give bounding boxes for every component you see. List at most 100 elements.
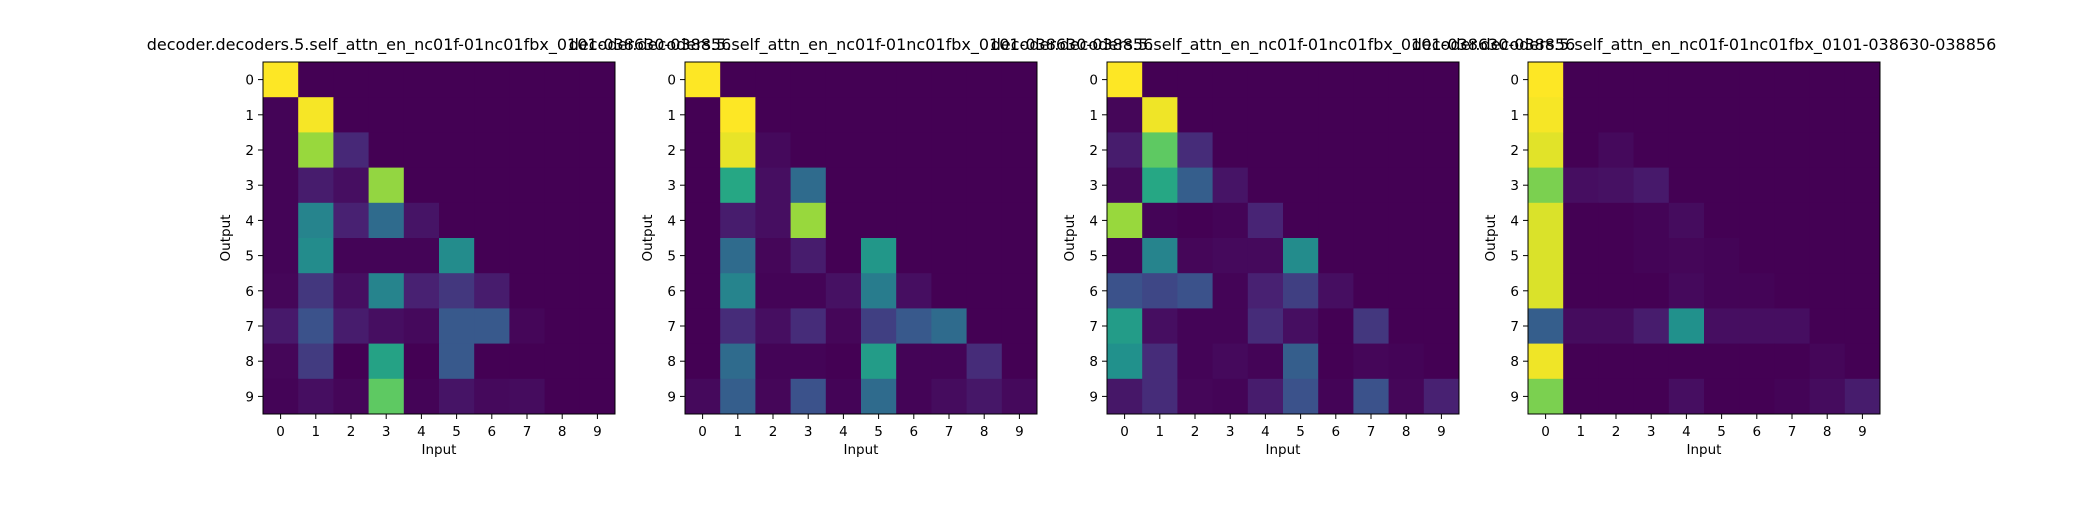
heatmap-cell bbox=[263, 378, 299, 415]
heatmap-cell bbox=[1283, 132, 1319, 168]
heatmap-cell bbox=[1107, 308, 1143, 344]
x-tick-label: 1 bbox=[312, 424, 321, 440]
heatmap-cell bbox=[966, 132, 1003, 168]
heatmap-cell bbox=[966, 97, 1003, 133]
heatmap-cell bbox=[1844, 132, 1881, 168]
heatmap-cell bbox=[861, 378, 897, 415]
heatmap-cell bbox=[544, 167, 581, 204]
heatmap-cell bbox=[1388, 378, 1425, 415]
heatmap-cell bbox=[1142, 97, 1178, 133]
x-axis-label: Input bbox=[1687, 442, 1722, 458]
heatmap-cell bbox=[1668, 238, 1705, 274]
heatmap-cell bbox=[368, 238, 405, 274]
heatmap-cells bbox=[1528, 62, 1881, 415]
heatmap-cell bbox=[1809, 167, 1846, 204]
heatmap-cell bbox=[298, 238, 334, 274]
x-tick-label: 8 bbox=[558, 424, 567, 440]
heatmap-cell bbox=[439, 343, 475, 380]
chart-title: decoder.decoders.5.self_attn_en_nc01f-01… bbox=[569, 35, 1154, 55]
heatmap-cell bbox=[1353, 62, 1389, 98]
heatmap-cell bbox=[1704, 62, 1740, 98]
heatmap-panel-3: 0 1 2 3 4 5 6 7 8 9 0 1 2 3 4 5 6 7 8 9 Input Output decoder.d… bbox=[991, 35, 1576, 458]
heatmap-cell bbox=[1142, 202, 1178, 239]
heatmap-cell bbox=[1668, 308, 1705, 344]
heatmap-cell bbox=[1668, 378, 1705, 415]
heatmap-cell bbox=[474, 167, 510, 204]
y-tick-label: 4 bbox=[245, 213, 254, 229]
heatmap-cell bbox=[1388, 308, 1425, 344]
heatmap-cell bbox=[1212, 202, 1249, 239]
heatmap-cell bbox=[1809, 273, 1846, 309]
heatmap-cell bbox=[1739, 202, 1775, 239]
heatmap-cell bbox=[720, 167, 756, 204]
heatmap-cell bbox=[1774, 238, 1810, 274]
heatmap-cell bbox=[825, 97, 862, 133]
heatmap-cell bbox=[755, 273, 791, 309]
y-tick-label: 7 bbox=[1089, 319, 1098, 335]
y-tick-label: 5 bbox=[1510, 249, 1519, 265]
x-tick-label: 1 bbox=[1577, 424, 1586, 440]
heatmap-cell bbox=[403, 97, 440, 133]
heatmap-cell bbox=[1318, 273, 1354, 309]
heatmap-cell bbox=[1809, 308, 1846, 344]
heatmap-cell bbox=[931, 132, 967, 168]
heatmap-cell bbox=[1353, 97, 1389, 133]
heatmap-cell bbox=[896, 202, 932, 239]
x-tick-label: 1 bbox=[734, 424, 743, 440]
y-tick-label: 2 bbox=[1510, 143, 1519, 159]
heatmap-cell bbox=[1668, 97, 1705, 133]
heatmap-cell bbox=[966, 167, 1003, 204]
heatmap-cell bbox=[685, 202, 721, 239]
heatmap-cell bbox=[1844, 343, 1881, 380]
heatmap-cell bbox=[1247, 343, 1284, 380]
heatmap-cell bbox=[439, 167, 475, 204]
heatmap-cell bbox=[579, 308, 616, 344]
heatmap-cell bbox=[1528, 97, 1564, 133]
x-tick-label: 4 bbox=[1261, 424, 1270, 440]
y-tick-label: 5 bbox=[1089, 249, 1098, 265]
heatmap-cell bbox=[403, 202, 440, 239]
heatmap-cell bbox=[720, 308, 756, 344]
heatmap-cell bbox=[1318, 343, 1354, 380]
heatmap-cell bbox=[368, 132, 405, 168]
heatmap-cell bbox=[333, 132, 369, 168]
heatmap-cell bbox=[1809, 132, 1846, 168]
heatmap-cell bbox=[509, 273, 545, 309]
heatmap-cell bbox=[1353, 378, 1389, 415]
heatmap-cell bbox=[825, 62, 862, 98]
heatmap-cell bbox=[1739, 343, 1775, 380]
heatmap-cell bbox=[544, 273, 581, 309]
heatmap-cell bbox=[685, 378, 721, 415]
heatmap-cell bbox=[1668, 343, 1705, 380]
heatmap-cell bbox=[509, 167, 545, 204]
heatmap-cell bbox=[685, 273, 721, 309]
heatmap-cell bbox=[1704, 97, 1740, 133]
heatmap-cell bbox=[1142, 343, 1178, 380]
heatmap-cell bbox=[685, 238, 721, 274]
heatmap-cell bbox=[368, 273, 405, 309]
heatmap-cell bbox=[1668, 62, 1705, 98]
heatmap-cell bbox=[931, 343, 967, 380]
heatmap-cell bbox=[966, 378, 1003, 415]
x-axis-label: Input bbox=[422, 442, 457, 458]
heatmap-cell bbox=[1809, 378, 1846, 415]
heatmap-cell bbox=[896, 238, 932, 274]
heatmap-cell bbox=[1809, 343, 1846, 380]
heatmap-cell bbox=[1107, 167, 1143, 204]
heatmap-cell bbox=[720, 238, 756, 274]
heatmap-cell bbox=[1704, 273, 1740, 309]
y-tick-label: 4 bbox=[1089, 213, 1098, 229]
y-axis-label: Output bbox=[640, 215, 656, 262]
heatmap-panel-4: 0 1 2 3 4 5 6 7 8 9 0 1 2 3 4 5 6 7 8 9 Input Output decoder.d… bbox=[1412, 35, 1997, 458]
heatmap-cell bbox=[1107, 62, 1143, 98]
y-tick-label: 2 bbox=[245, 143, 254, 159]
heatmap-cell bbox=[1107, 343, 1143, 380]
heatmap-cell bbox=[931, 308, 967, 344]
heatmap-cell bbox=[579, 132, 616, 168]
heatmap-cell bbox=[263, 308, 299, 344]
x-axis-label: Input bbox=[1266, 442, 1301, 458]
heatmap-cell bbox=[1528, 343, 1564, 380]
x-tick-label: 2 bbox=[347, 424, 356, 440]
heatmap-cell bbox=[825, 202, 862, 239]
heatmap-cell bbox=[1563, 343, 1599, 380]
